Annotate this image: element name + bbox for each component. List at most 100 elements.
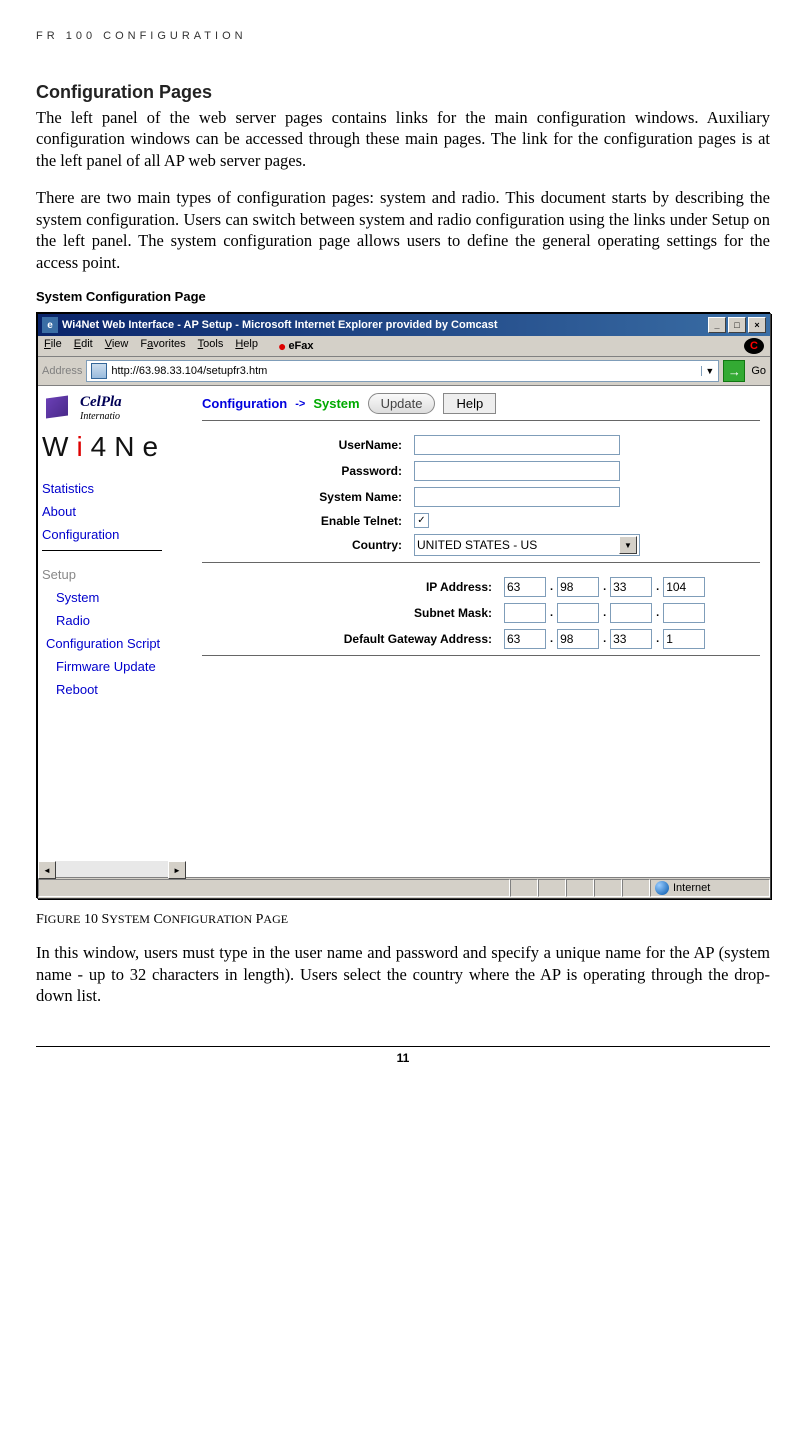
figure-caption: FIGURE 10 SYSTEM CONFIGURATION PAGE <box>36 912 770 928</box>
ip-1[interactable] <box>504 577 546 597</box>
label-ip: IP Address: <box>202 580 504 594</box>
paragraph-1: The left panel of the web server pages c… <box>36 107 770 171</box>
paragraph-2: There are two main types of configuratio… <box>36 187 770 273</box>
status-main <box>38 879 510 897</box>
scroll-right-button[interactable]: ► <box>168 861 186 879</box>
close-button[interactable]: × <box>748 317 766 333</box>
status-slot-4 <box>594 879 622 897</box>
maximize-button[interactable]: □ <box>728 317 746 333</box>
status-slot-1 <box>510 879 538 897</box>
running-header: FR 100 CONFIGURATION <box>36 30 770 42</box>
ip-2[interactable] <box>557 577 599 597</box>
url-dropdown-button[interactable]: ▼ <box>701 366 714 376</box>
nav-system[interactable]: System <box>56 590 182 605</box>
cube-icon <box>42 393 76 423</box>
browser-window: e Wi4Net Web Interface - AP Setup - Micr… <box>36 312 770 898</box>
ip-4[interactable] <box>663 577 705 597</box>
nav-setup[interactable]: Setup <box>42 567 182 582</box>
celplan-logo: CelPla Internatio <box>42 393 182 423</box>
menu-help[interactable]: Help <box>235 338 258 354</box>
ie-icon: e <box>42 317 58 333</box>
scroll-left-button[interactable]: ◄ <box>38 861 56 879</box>
menu-edit[interactable]: Edit <box>74 338 93 354</box>
subnet-2[interactable] <box>557 603 599 623</box>
help-button[interactable]: Help <box>443 393 496 414</box>
label-enable-telnet: Enable Telnet: <box>202 514 414 528</box>
nav-statistics[interactable]: Statistics <box>42 481 182 496</box>
nav-config-script[interactable]: Configuration Script <box>46 636 182 651</box>
globe-icon <box>655 881 669 895</box>
menu-file[interactable]: File <box>44 338 62 354</box>
username-input[interactable] <box>414 435 620 455</box>
nav-divider <box>42 550 162 551</box>
password-input[interactable] <box>414 461 620 481</box>
country-select[interactable]: UNITED STATES - US ▼ <box>414 534 640 556</box>
divider-2 <box>202 562 760 563</box>
divider-3 <box>202 655 760 656</box>
label-username: UserName: <box>202 438 414 452</box>
main-panel: Configuration -> System Update Help User… <box>186 387 770 877</box>
paragraph-3: In this window, users must type in the u… <box>36 942 770 1006</box>
subsection-heading: System Configuration Page <box>36 289 770 304</box>
nav-firmware[interactable]: Firmware Update <box>56 659 182 674</box>
menu-view[interactable]: View <box>105 338 129 354</box>
statusbar: Internet <box>38 877 770 898</box>
nav-configuration[interactable]: Configuration <box>42 527 182 542</box>
menubar: File Edit View Favorites Tools Help ●eFa… <box>38 336 770 357</box>
nav-radio[interactable]: Radio <box>56 613 182 628</box>
section-title: Configuration Pages <box>36 82 770 103</box>
horizontal-scrollbar[interactable]: ◄ ► <box>38 861 186 877</box>
divider-1 <box>202 420 760 421</box>
gw-2[interactable] <box>557 629 599 649</box>
address-bar: Address http://63.98.33.104/setupfr3.htm… <box>38 357 770 386</box>
gw-1[interactable] <box>504 629 546 649</box>
window-titlebar: e Wi4Net Web Interface - AP Setup - Micr… <box>38 314 770 336</box>
nav-about[interactable]: About <box>42 504 182 519</box>
status-zone-text: Internet <box>673 882 710 894</box>
minimize-button[interactable]: _ <box>708 317 726 333</box>
label-gateway: Default Gateway Address: <box>202 632 504 646</box>
enable-telnet-checkbox[interactable]: ✓ <box>414 513 429 528</box>
label-country: Country: <box>202 538 414 552</box>
window-title: Wi4Net Web Interface - AP Setup - Micros… <box>62 319 498 331</box>
address-label: Address <box>42 365 82 377</box>
status-slot-5 <box>622 879 650 897</box>
breadcrumb-configuration: Configuration <box>202 396 287 411</box>
status-slot-2 <box>538 879 566 897</box>
page-number: 11 <box>36 1046 770 1065</box>
status-page-icon <box>43 881 57 895</box>
label-password: Password: <box>202 464 414 478</box>
update-button[interactable]: Update <box>368 393 436 414</box>
url-text: http://63.98.33.104/setupfr3.htm <box>111 365 267 377</box>
page-content: CelPla Internatio Wi4Ne Statistics About… <box>38 386 770 877</box>
go-button[interactable]: → <box>723 360 745 382</box>
status-slot-3 <box>566 879 594 897</box>
ip-3[interactable] <box>610 577 652 597</box>
subnet-3[interactable] <box>610 603 652 623</box>
breadcrumb-system: System <box>313 396 359 411</box>
go-label: Go <box>751 365 766 377</box>
brand-sub: Internatio <box>80 411 122 422</box>
gw-3[interactable] <box>610 629 652 649</box>
gw-4[interactable] <box>663 629 705 649</box>
country-value: UNITED STATES - US <box>417 538 537 552</box>
label-subnet: Subnet Mask: <box>202 606 504 620</box>
system-name-input[interactable] <box>414 487 620 507</box>
status-zone: Internet <box>650 879 770 897</box>
comcast-icon: C <box>744 338 764 354</box>
wi4net-logo: Wi4Ne <box>42 431 182 463</box>
brand-text: CelPla <box>80 394 122 411</box>
efax-toolbar-button[interactable]: ●eFax <box>278 338 314 354</box>
subnet-4[interactable] <box>663 603 705 623</box>
breadcrumb-arrow: -> <box>295 398 305 410</box>
left-panel: CelPla Internatio Wi4Ne Statistics About… <box>38 387 186 877</box>
page-icon <box>91 363 107 379</box>
nav-reboot[interactable]: Reboot <box>56 682 182 697</box>
menu-favorites[interactable]: Favorites <box>140 338 185 354</box>
chevron-down-icon[interactable]: ▼ <box>619 536 637 554</box>
breadcrumb: Configuration -> System Update Help <box>202 393 760 414</box>
subnet-1[interactable] <box>504 603 546 623</box>
label-system-name: System Name: <box>202 490 414 504</box>
url-input[interactable]: http://63.98.33.104/setupfr3.htm ▼ <box>86 360 719 382</box>
menu-tools[interactable]: Tools <box>198 338 224 354</box>
